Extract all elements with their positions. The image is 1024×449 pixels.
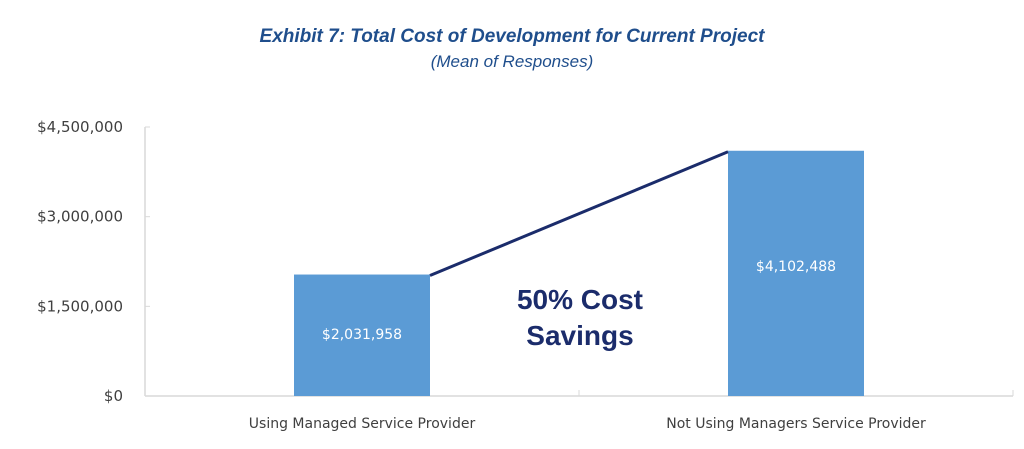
chart-subtitle: (Mean of Responses)	[430, 52, 594, 71]
y-tick-label: $4,500,000	[37, 118, 123, 136]
bar	[728, 150, 864, 396]
x-tick-label: Not Using Managers Service Provider	[666, 416, 926, 432]
x-tick-label: Using Managed Service Provider	[249, 416, 476, 432]
annotation-line-2: Savings	[526, 320, 633, 351]
bar	[294, 274, 430, 396]
data-label: $2,031,958	[322, 327, 402, 343]
data-label: $4,102,488	[756, 259, 836, 275]
connector-line	[429, 150, 729, 277]
chart-title: Exhibit 7: Total Cost of Development for…	[259, 26, 765, 47]
y-tick-label: $1,500,000	[37, 297, 123, 315]
annotation-line-1: 50% Cost	[517, 284, 643, 315]
y-tick-label: $3,000,000	[37, 208, 123, 226]
y-tick-label: $0	[104, 387, 123, 405]
